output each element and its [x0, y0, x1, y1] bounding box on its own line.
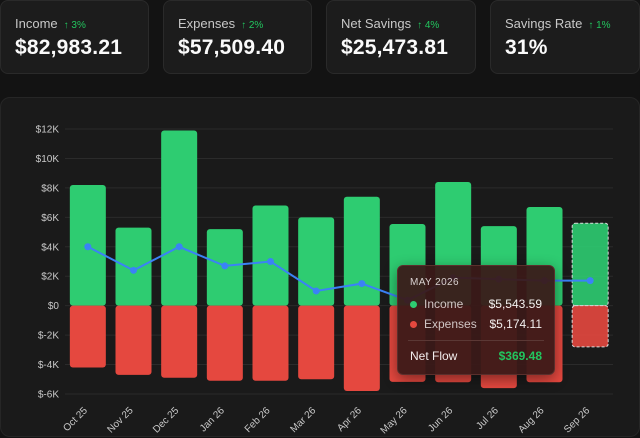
net-flow-point[interactable]: [130, 266, 137, 274]
stat-delta: ↑ 1%: [588, 20, 611, 31]
tooltip-expenses-value: $5,174.11: [489, 317, 543, 331]
stat-label: Income: [15, 16, 58, 31]
stat-delta: ↑ 4%: [417, 20, 440, 31]
net-flow-point[interactable]: [267, 258, 274, 265]
x-tick-label: Mar 26: [289, 405, 319, 435]
y-tick-label: $2K: [41, 272, 59, 283]
expense-bar[interactable]: [161, 305, 198, 378]
expense-bar[interactable]: [571, 305, 609, 348]
y-tick-label: $12K: [36, 125, 60, 136]
income-bar[interactable]: [115, 227, 152, 306]
expenses-dot-icon: [410, 321, 417, 328]
expense-bar[interactable]: [298, 305, 335, 380]
stat-card-net-savings: Net Savings ↑ 4% $25,473.81: [326, 0, 476, 74]
x-tick-label: Oct 25: [61, 405, 90, 434]
income-dot-icon: [410, 301, 417, 308]
x-tick-label: Dec 25: [151, 405, 181, 435]
tooltip-expenses-row: Expenses $5,174.11: [410, 317, 542, 333]
income-bar[interactable]: [252, 205, 289, 306]
stat-value: $25,473.81: [341, 36, 449, 59]
stat-card-expenses: Expenses ↑ 2% $57,509.40: [163, 0, 312, 74]
y-tick-label: $-4K: [38, 360, 59, 371]
net-flow-point[interactable]: [312, 287, 320, 295]
tooltip-income-row: Income $5,543.59: [410, 297, 542, 313]
stat-label: Savings Rate: [505, 16, 583, 31]
expense-bar[interactable]: [252, 305, 289, 381]
y-tick-label: $-6K: [38, 390, 59, 401]
income-bar[interactable]: [343, 196, 380, 306]
tooltip-net-flow-value: $369.48: [498, 349, 542, 363]
tooltip-title: MAY 2026: [410, 277, 459, 288]
stat-delta: ↑ 2%: [241, 20, 264, 31]
y-tick-label: $4K: [41, 242, 59, 253]
x-tick-label: Jan 26: [198, 405, 227, 434]
stat-value: $57,509.40: [178, 36, 286, 59]
income-bar[interactable]: [571, 222, 609, 307]
net-flow-point[interactable]: [221, 262, 229, 270]
income-bar[interactable]: [161, 130, 198, 306]
chart-tooltip: MAY 2026 Income $5,543.59 Expenses $5,17…: [397, 265, 555, 375]
y-tick-label: $-2K: [38, 331, 59, 342]
net-flow-point[interactable]: [84, 243, 92, 251]
y-tick-label: $0: [48, 301, 60, 312]
expense-bar[interactable]: [206, 305, 243, 381]
stat-card-income: Income ↑ 3% $82,983.21: [0, 0, 149, 74]
expense-bar[interactable]: [343, 305, 380, 392]
stat-card-savings-rate: Savings Rate ↑ 1% 31%: [490, 0, 640, 74]
tooltip-expenses-label: Expenses: [424, 317, 477, 331]
y-tick-label: $8K: [41, 183, 59, 194]
x-tick-label: Sep 26: [562, 405, 592, 435]
net-flow-point[interactable]: [175, 243, 183, 251]
tooltip-income-value: $5,543.59: [488, 297, 542, 311]
net-flow-point[interactable]: [358, 280, 366, 288]
stat-value: 31%: [505, 36, 548, 59]
expense-bar[interactable]: [69, 305, 106, 368]
x-tick-label: Jul 26: [474, 405, 501, 432]
stat-delta: ↑ 3%: [63, 20, 86, 31]
y-tick-label: $6K: [41, 213, 59, 224]
tooltip-divider: [408, 340, 544, 341]
x-tick-label: Jun 26: [426, 405, 455, 434]
stat-value: $82,983.21: [15, 36, 123, 59]
x-tick-label: Nov 25: [105, 405, 135, 435]
net-flow-point[interactable]: [586, 277, 594, 285]
stat-label: Expenses: [178, 16, 236, 31]
expense-bar[interactable]: [115, 305, 152, 375]
y-tick-label: $10K: [36, 154, 60, 165]
x-tick-label: Feb 26: [243, 405, 273, 435]
x-tick-label: May 26: [379, 405, 410, 436]
income-bar[interactable]: [298, 217, 335, 306]
x-tick-label: Aug 26: [516, 405, 546, 435]
stat-label: Net Savings: [341, 16, 412, 31]
tooltip-income-label: Income: [424, 297, 464, 311]
x-tick-label: Apr 26: [335, 405, 364, 434]
tooltip-net-flow-label: Net Flow: [410, 349, 458, 363]
